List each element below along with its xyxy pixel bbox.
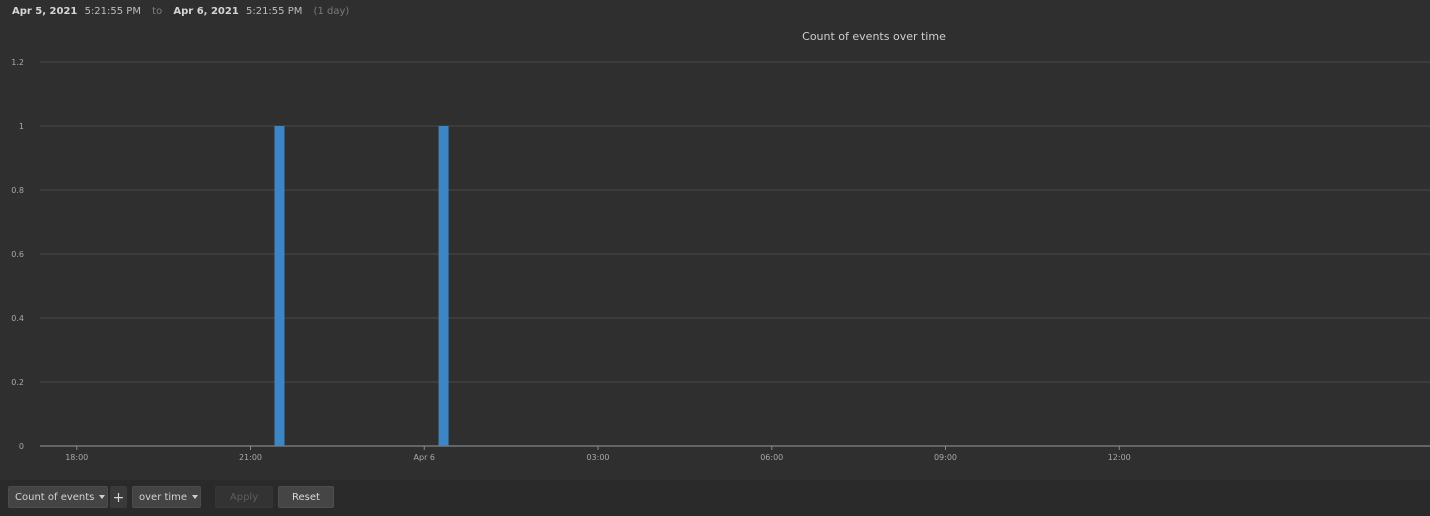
start-date: Apr 5, 2021 [12, 6, 78, 17]
bar [274, 126, 285, 446]
query-toolbar: Count of events + over time Apply Reset [0, 480, 1430, 516]
grid-lines [40, 61, 1430, 447]
chevron-down-icon [192, 495, 199, 499]
x-tick-label: 06:00 [760, 453, 783, 462]
metric-dropdown-label: Count of events [15, 492, 95, 503]
x-tick-label: 03:00 [586, 453, 609, 462]
metric-dropdown[interactable]: Count of events [8, 486, 108, 508]
time-range-header: Apr 5, 2021 5:21:55 PM to Apr 6, 2021 5:… [12, 5, 349, 19]
x-axis-ticks: 18:00 21:00 Apr 6 03:00 06:00 09:00 12:00 [65, 446, 1131, 462]
chart-title: Count of events over time [802, 30, 946, 43]
apply-button[interactable]: Apply [215, 486, 273, 508]
x-tick-label: 09:00 [934, 453, 957, 462]
y-tick-label: 1.2 [11, 58, 24, 67]
reset-button[interactable]: Reset [278, 486, 334, 508]
over-time-dropdown-label: over time [139, 492, 188, 503]
y-axis-ticks: 0 0.2 0.4 0.6 0.8 1 1.2 [11, 58, 24, 451]
y-tick-label: 1 [19, 122, 24, 131]
x-tick-label: 21:00 [239, 453, 262, 462]
start-time: 5:21:55 PM [84, 6, 141, 17]
range-separator: to [152, 6, 163, 17]
y-tick-label: 0 [19, 442, 24, 451]
x-tick-label: 12:00 [1108, 453, 1131, 462]
add-metric-button[interactable]: + [110, 486, 127, 508]
x-tick-label: Apr 6 [414, 453, 435, 462]
bars [274, 126, 449, 446]
end-date: Apr 6, 2021 [173, 6, 239, 17]
y-tick-label: 0.4 [11, 314, 24, 323]
chart-area: 0 0.2 0.4 0.6 0.8 1 1.2 18:00 21:00 Apr 6 03:00 06… [0, 24, 1430, 474]
y-tick-label: 0.2 [11, 378, 24, 387]
chevron-down-icon [99, 495, 106, 499]
y-tick-label: 0.8 [11, 186, 24, 195]
over-time-dropdown[interactable]: over time [132, 486, 201, 508]
range-duration: (1 day) [313, 6, 350, 17]
events-chart: 0 0.2 0.4 0.6 0.8 1 1.2 18:00 21:00 Apr 6 03:00 06… [11, 30, 1430, 462]
x-tick-label: 18:00 [65, 453, 88, 462]
end-time: 5:21:55 PM [245, 6, 303, 17]
y-tick-label: 0.6 [11, 250, 24, 259]
bar [438, 126, 449, 446]
